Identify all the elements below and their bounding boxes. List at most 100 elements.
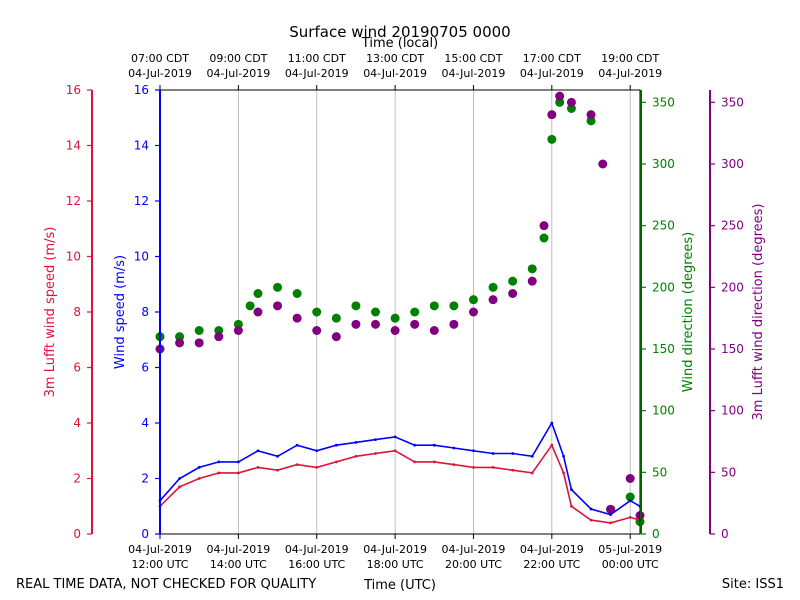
3m-lufft-wind-direction-point	[606, 504, 616, 514]
3m-lufft-wind-speed-point	[178, 485, 181, 489]
direction-tick-label: 200	[652, 280, 675, 294]
x-tick-label-date: 04-Jul-2019	[285, 543, 349, 556]
3m-lufft-wind-speed-point	[530, 471, 534, 475]
wind-direction-point	[410, 307, 420, 317]
3m-lufft-wind-direction-point	[566, 97, 576, 107]
lufft-speed-tick-label: 12	[66, 194, 81, 208]
wind-direction-point	[253, 289, 263, 298]
3m-lufft-wind-speed-point	[609, 521, 613, 525]
lufft-direction-tick-label: 350	[721, 95, 744, 109]
lufft-direction-axis-label: 3m Lufft wind direction (degrees)	[751, 204, 766, 421]
top-tick-label-time: 17:00 CDT	[523, 52, 581, 65]
3m-lufft-wind-direction-point	[390, 326, 400, 335]
3m-lufft-wind-speed-point	[295, 463, 299, 467]
wind-speed-point	[628, 499, 632, 503]
top-tick-label-date: 04-Jul-2019	[363, 67, 427, 80]
3m-lufft-wind-direction-point	[555, 91, 565, 101]
wind-direction-point	[194, 326, 204, 335]
axis-ticks: 04-Jul-2019 12:00 UTC 04-Jul-2019 14:00 UTC…	[66, 52, 744, 571]
wind-speed-point	[550, 421, 554, 425]
top-tick-label-date: 04-Jul-2019	[442, 67, 506, 80]
top-tick-label-time: 19:00 CDT	[601, 52, 659, 65]
top-tick-label-time: 11:00 CDT	[288, 52, 346, 65]
wind-speed-point	[197, 466, 201, 469]
3m-lufft-wind-speed-point	[562, 471, 565, 475]
speed-tick-label: 6	[141, 361, 149, 375]
lufft-speed-tick-label: 14	[66, 139, 81, 153]
direction-tick-label: 300	[652, 157, 675, 171]
site-label: Site: ISS1	[722, 577, 784, 592]
3m-lufft-wind-speed-point	[256, 466, 260, 469]
3m-lufft-wind-direction-point	[371, 319, 381, 329]
3m-lufft-wind-direction-point	[214, 332, 224, 342]
x-tick-label-time: 20:00 UTC	[445, 558, 502, 571]
lufft-speed-tick-label: 0	[73, 527, 81, 541]
3m-lufft-wind-direction-point	[449, 319, 459, 329]
3m-lufft-wind-direction-point	[351, 319, 361, 329]
3m-lufft-wind-speed-point	[315, 466, 319, 469]
bottom-axis-label: Time (UTC)	[363, 578, 436, 593]
direction-tick-label: 100	[652, 404, 675, 418]
direction-tick-label: 350	[652, 95, 675, 109]
lufft-speed-tick-label: 6	[73, 361, 81, 375]
wind-direction-point	[331, 313, 341, 323]
3m-lufft-wind-speed-point	[511, 468, 515, 472]
3m-lufft-wind-direction-point	[253, 307, 263, 317]
3m-lufft-wind-speed-point	[589, 518, 593, 522]
speed-tick-label: 4	[141, 416, 149, 430]
top-tick-label-date: 04-Jul-2019	[520, 67, 584, 80]
top-tick-label-time: 07:00 CDT	[131, 52, 189, 65]
speed-tick-label: 8	[141, 305, 149, 319]
wind-direction-point	[508, 276, 518, 286]
3m-lufft-wind-direction-point	[410, 319, 420, 329]
3m-lufft-wind-direction-point	[468, 307, 478, 317]
wind-speed-point	[393, 435, 397, 439]
wind-direction-point	[625, 492, 635, 502]
wind-direction-point	[449, 301, 459, 311]
lufft-speed-tick-label: 2	[73, 472, 81, 486]
wind-speed-point	[530, 454, 534, 458]
chart-title: Surface wind 20190705 0000	[289, 23, 510, 41]
lufft-direction-tick-label: 100	[721, 404, 744, 418]
3m-lufft-wind-speed-point	[550, 443, 554, 447]
wind-direction-point	[429, 301, 439, 311]
x-tick-label-date: 04-Jul-2019	[520, 543, 584, 556]
wind-speed-point	[413, 443, 417, 447]
wind-direction-point	[468, 295, 478, 305]
3m-lufft-wind-direction-point	[292, 313, 302, 323]
3m-lufft-wind-direction-point	[273, 301, 283, 311]
series-layer	[155, 91, 645, 527]
speed-tick-label: 2	[141, 472, 149, 486]
3m-lufft-wind-speed-point	[491, 466, 495, 469]
3m-lufft-wind-direction-point	[547, 110, 557, 120]
3m-lufft-wind-direction-point	[508, 289, 518, 298]
x-tick-label-time: 18:00 UTC	[367, 558, 424, 571]
3m-lufft-wind-direction-point	[429, 326, 439, 335]
speed-tick-label: 0	[141, 527, 149, 541]
wind-direction-point	[233, 319, 243, 329]
top-tick-label-date: 04-Jul-2019	[285, 67, 349, 80]
x-tick-label-time: 14:00 UTC	[210, 558, 267, 571]
wind-speed-point	[374, 438, 377, 442]
direction-tick-label: 50	[652, 465, 667, 479]
x-tick-label-time: 22:00 UTC	[523, 558, 580, 571]
wind-direction-point	[175, 332, 185, 342]
wind-direction-point	[586, 116, 596, 126]
top-tick-label-time: 09:00 CDT	[209, 52, 267, 65]
wind-direction-point	[527, 264, 537, 274]
wind-direction-point	[245, 301, 255, 311]
wind-speed-point	[472, 449, 475, 453]
lufft-speed-tick-label: 8	[73, 305, 81, 319]
3m-lufft-wind-direction-point	[625, 474, 635, 483]
3m-lufft-wind-speed-point	[393, 449, 397, 453]
3m-lufft-wind-direction-point	[539, 221, 549, 231]
wind-speed-point	[452, 446, 456, 450]
wind-speed-point	[236, 460, 240, 464]
speed-tick-label: 12	[134, 194, 149, 208]
3m-lufft-wind-speed-point	[276, 468, 279, 472]
3m-lufft-wind-direction-point	[175, 338, 185, 348]
x-tick-label-date: 04-Jul-2019	[442, 543, 506, 556]
x-tick-label-time: 00:00 UTC	[602, 558, 659, 571]
x-tick-label-date: 05-Jul-2019	[598, 543, 662, 556]
